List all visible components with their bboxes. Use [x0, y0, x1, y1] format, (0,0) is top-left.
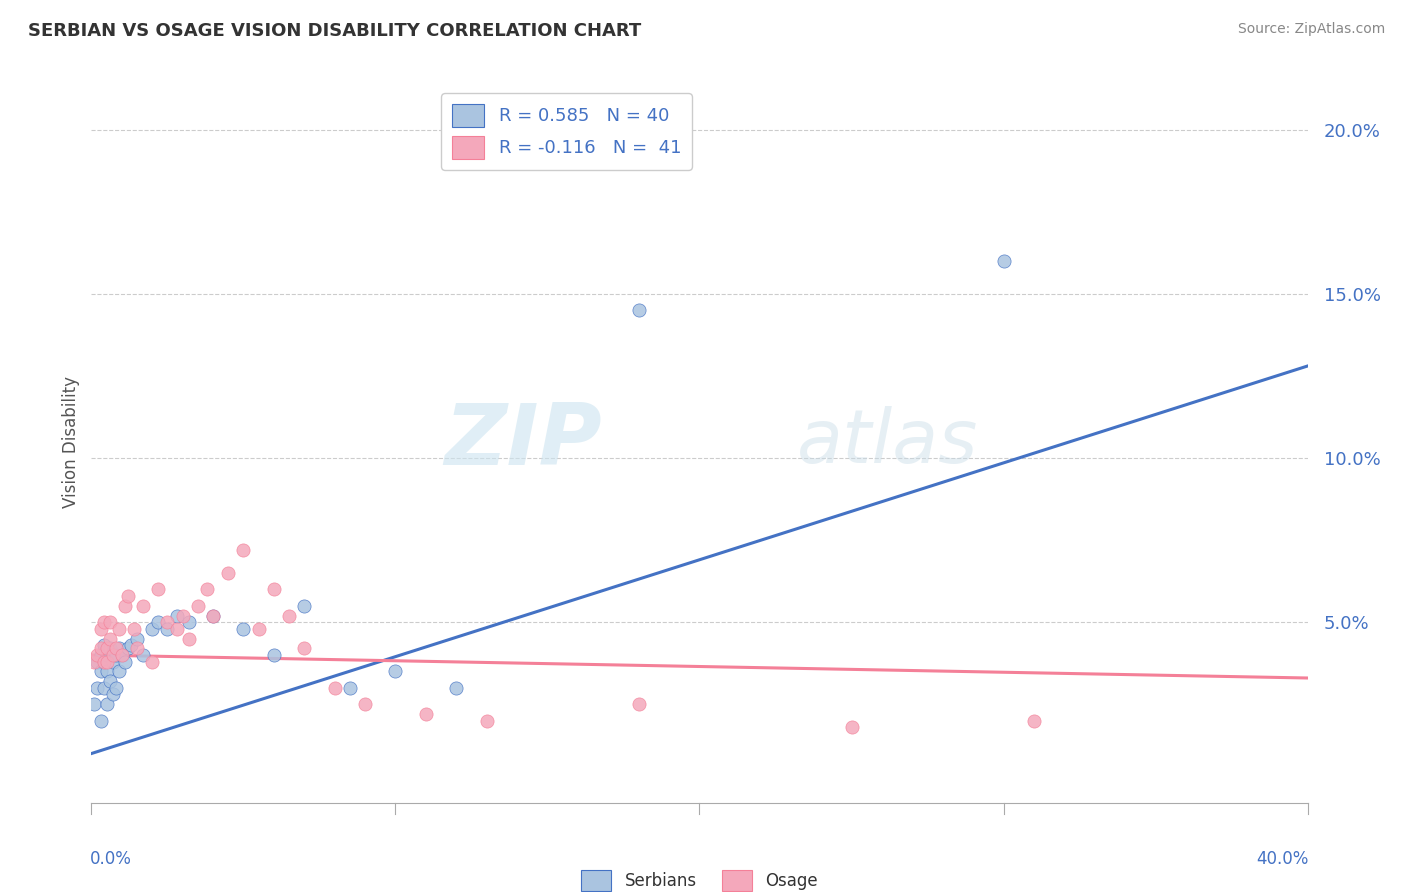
Point [278, 608, 301, 623]
Point [148, 615, 170, 630]
Point [93, 681, 115, 695]
Point [117, 589, 139, 603]
Point [120, 638, 142, 652]
Point [101, 648, 124, 662]
Point [111, 648, 134, 662]
Point [89, 648, 111, 662]
Point [202, 608, 225, 623]
Point [232, 542, 254, 557]
Point [89, 641, 111, 656]
Point [187, 599, 209, 613]
Point [86, 655, 108, 669]
Point [89, 622, 111, 636]
Point [415, 707, 437, 722]
Point [627, 303, 650, 318]
Point [98, 641, 121, 656]
Point [195, 582, 218, 597]
Point [247, 622, 270, 636]
Point [141, 622, 163, 636]
Point [166, 622, 188, 636]
Point [125, 641, 148, 656]
Text: SERBIAN VS OSAGE VISION DISABILITY CORRELATION CHART: SERBIAN VS OSAGE VISION DISABILITY CORRE… [28, 22, 641, 40]
Point [111, 648, 134, 662]
Point [86, 648, 108, 662]
Text: ZIP: ZIP [444, 400, 602, 483]
Point [132, 599, 155, 613]
Point [354, 698, 377, 712]
Point [96, 641, 118, 656]
Point [86, 681, 108, 695]
Legend: Serbians, Osage: Serbians, Osage [572, 862, 827, 892]
Point [117, 641, 139, 656]
Point [217, 566, 239, 580]
Point [177, 632, 200, 646]
Point [96, 648, 118, 662]
Point [104, 641, 127, 656]
Point [132, 648, 155, 662]
Point [93, 615, 115, 630]
Point [148, 582, 170, 597]
Point [323, 681, 346, 695]
Point [292, 599, 315, 613]
Point [93, 638, 115, 652]
Point [96, 655, 118, 669]
Point [96, 698, 118, 712]
Point [141, 655, 163, 669]
Point [93, 655, 115, 669]
Point [177, 615, 200, 630]
Point [89, 714, 111, 728]
Point [122, 622, 145, 636]
Point [202, 608, 225, 623]
Point [627, 698, 650, 712]
Text: 0.0%: 0.0% [90, 850, 132, 868]
Point [444, 681, 467, 695]
Point [83, 655, 105, 669]
Point [172, 608, 194, 623]
Text: atlas: atlas [797, 406, 979, 477]
Point [93, 655, 115, 669]
Point [339, 681, 361, 695]
Point [98, 615, 121, 630]
Point [104, 681, 127, 695]
Point [384, 665, 406, 679]
Point [993, 253, 1015, 268]
Point [1022, 714, 1045, 728]
Text: 40.0%: 40.0% [1257, 850, 1309, 868]
Point [156, 615, 179, 630]
Point [107, 622, 129, 636]
Point [96, 665, 118, 679]
Point [292, 641, 315, 656]
Point [166, 608, 188, 623]
Point [841, 720, 863, 734]
Point [263, 648, 285, 662]
Point [107, 665, 129, 679]
Point [98, 674, 121, 689]
Point [98, 632, 121, 646]
Point [107, 641, 129, 656]
Text: Source: ZipAtlas.com: Source: ZipAtlas.com [1237, 22, 1385, 37]
Point [125, 632, 148, 646]
Point [156, 622, 179, 636]
Point [232, 622, 254, 636]
Point [114, 655, 136, 669]
Point [263, 582, 285, 597]
Point [101, 655, 124, 669]
Point [83, 698, 105, 712]
Point [89, 665, 111, 679]
Point [104, 648, 127, 662]
Point [101, 687, 124, 701]
Point [114, 599, 136, 613]
Point [475, 714, 498, 728]
Y-axis label: Vision Disability: Vision Disability [62, 376, 80, 508]
